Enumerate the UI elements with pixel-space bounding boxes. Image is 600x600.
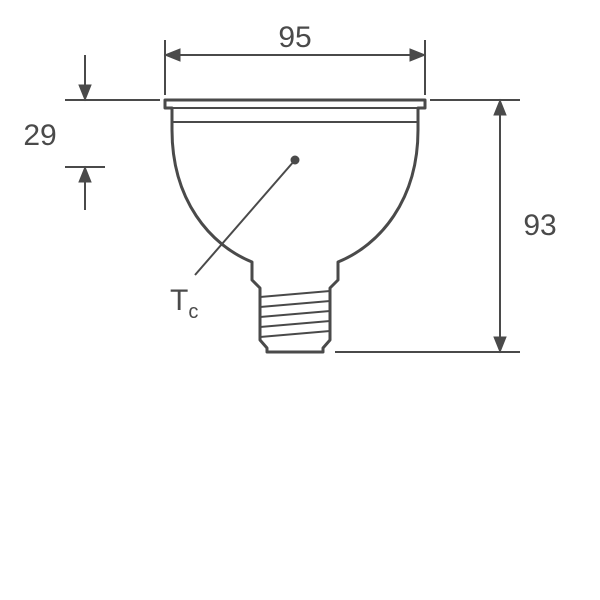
- lamp-outline: [165, 100, 425, 352]
- dim-top-offset: 29: [23, 55, 160, 210]
- dim-width: 95: [165, 21, 425, 95]
- dim-height: 93: [335, 100, 557, 352]
- tc-label: Tc: [170, 284, 198, 323]
- tc-leader: Tc: [170, 156, 299, 323]
- lamp-dimension-drawing: 95 93 29 Tc: [0, 0, 600, 600]
- screw-threads: [260, 291, 330, 337]
- dim-top-offset-label: 29: [23, 119, 56, 152]
- dim-width-label: 95: [278, 21, 311, 54]
- dim-height-label: 93: [523, 209, 556, 242]
- lens-hatch: [172, 108, 418, 122]
